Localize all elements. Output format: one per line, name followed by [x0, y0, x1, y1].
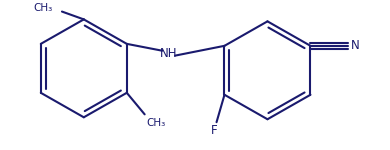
Text: N: N	[351, 39, 360, 52]
Text: CH₃: CH₃	[147, 118, 166, 128]
Text: CH₃: CH₃	[34, 3, 53, 13]
Text: NH: NH	[160, 47, 177, 60]
Text: F: F	[211, 124, 218, 138]
